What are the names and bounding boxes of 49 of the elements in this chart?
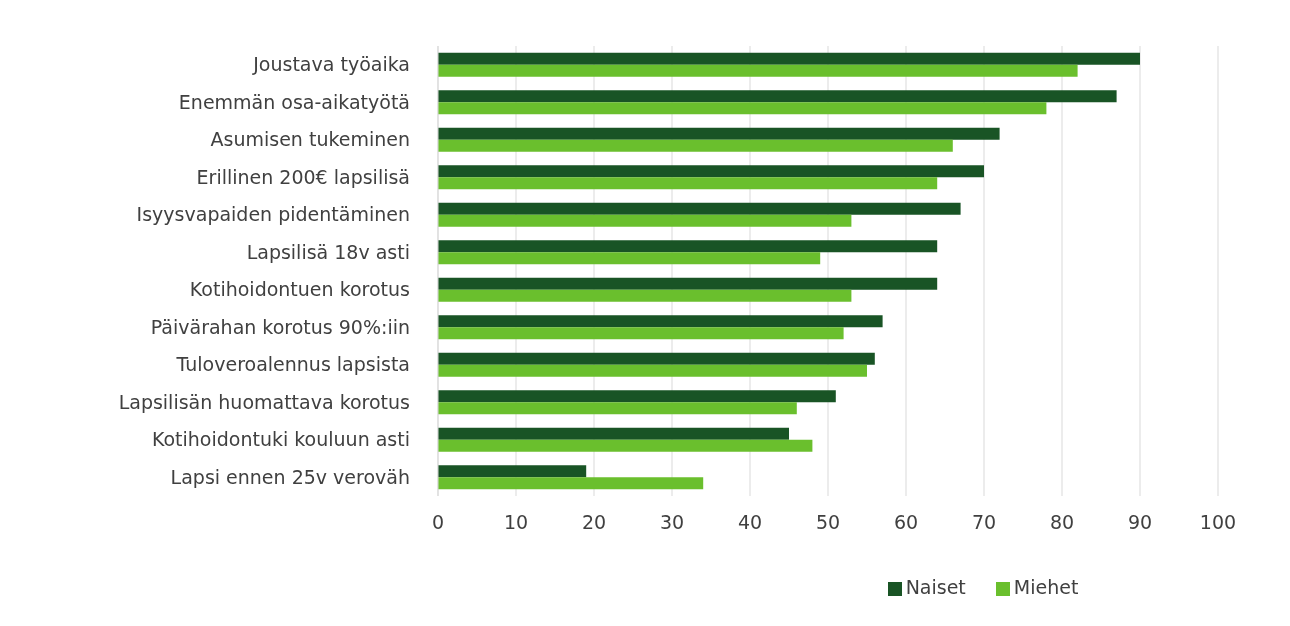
x-tick-label: 80 <box>1049 511 1075 534</box>
bar <box>438 439 813 452</box>
x-tick-label: 100 <box>1199 511 1237 534</box>
bar <box>438 177 938 190</box>
bar <box>438 477 704 490</box>
y-tick-label: Päivärahan korotus 90%:iin <box>150 315 410 338</box>
bar <box>438 139 953 152</box>
x-tick-label: 90 <box>1127 511 1153 534</box>
bar <box>438 277 938 290</box>
bar <box>438 127 1000 140</box>
bar <box>438 64 1078 77</box>
bar <box>438 427 789 440</box>
x-tick-label: 0 <box>431 511 445 534</box>
bar <box>438 214 852 227</box>
bar <box>438 402 797 415</box>
x-tick-label: 40 <box>737 511 763 534</box>
x-tick-label: 30 <box>659 511 685 534</box>
y-tick-label: Enemmän osa-aikatyötä <box>178 91 410 113</box>
bar <box>438 102 1047 115</box>
y-tick-label: Asumisen tukeminen <box>210 128 410 151</box>
x-tick-label: 50 <box>815 511 841 534</box>
bar <box>438 240 938 253</box>
y-tick-label: Tuloveroalennus lapsista <box>175 353 410 376</box>
y-tick-label: Lapsi ennen 25v veroväh <box>170 465 410 488</box>
legend-label: Naiset <box>905 576 966 598</box>
y-tick-label: Kotihoidontuki kouluun asti <box>151 428 410 451</box>
bar <box>438 252 821 265</box>
x-tick-label: 70 <box>971 511 997 534</box>
y-tick-label: Erillinen 200€ lapsilisä <box>196 165 410 188</box>
legend-label: Miehet <box>1013 576 1079 598</box>
bar <box>438 202 961 215</box>
x-tick-label: 60 <box>893 511 919 534</box>
bar <box>438 364 867 377</box>
bar <box>438 289 852 302</box>
bar <box>438 465 587 478</box>
bar <box>438 165 984 178</box>
bar <box>438 52 1140 65</box>
bar <box>438 327 844 340</box>
x-tick-label: 10 <box>503 511 529 534</box>
x-tick-label: 20 <box>581 511 607 534</box>
bar <box>438 315 883 328</box>
y-tick-label: Lapsilisä 18v asti <box>246 240 410 263</box>
bar <box>438 90 1117 103</box>
y-tick-label: Kotihoidontuen korotus <box>189 278 410 301</box>
bar <box>438 390 836 403</box>
bar <box>438 352 875 365</box>
y-tick-label: Lapsilisän huomattava korotus <box>118 390 410 413</box>
y-tick-label: Isyysvapaiden pidentäminen <box>136 203 410 226</box>
y-tick-label: Joustava työaika <box>252 53 410 76</box>
